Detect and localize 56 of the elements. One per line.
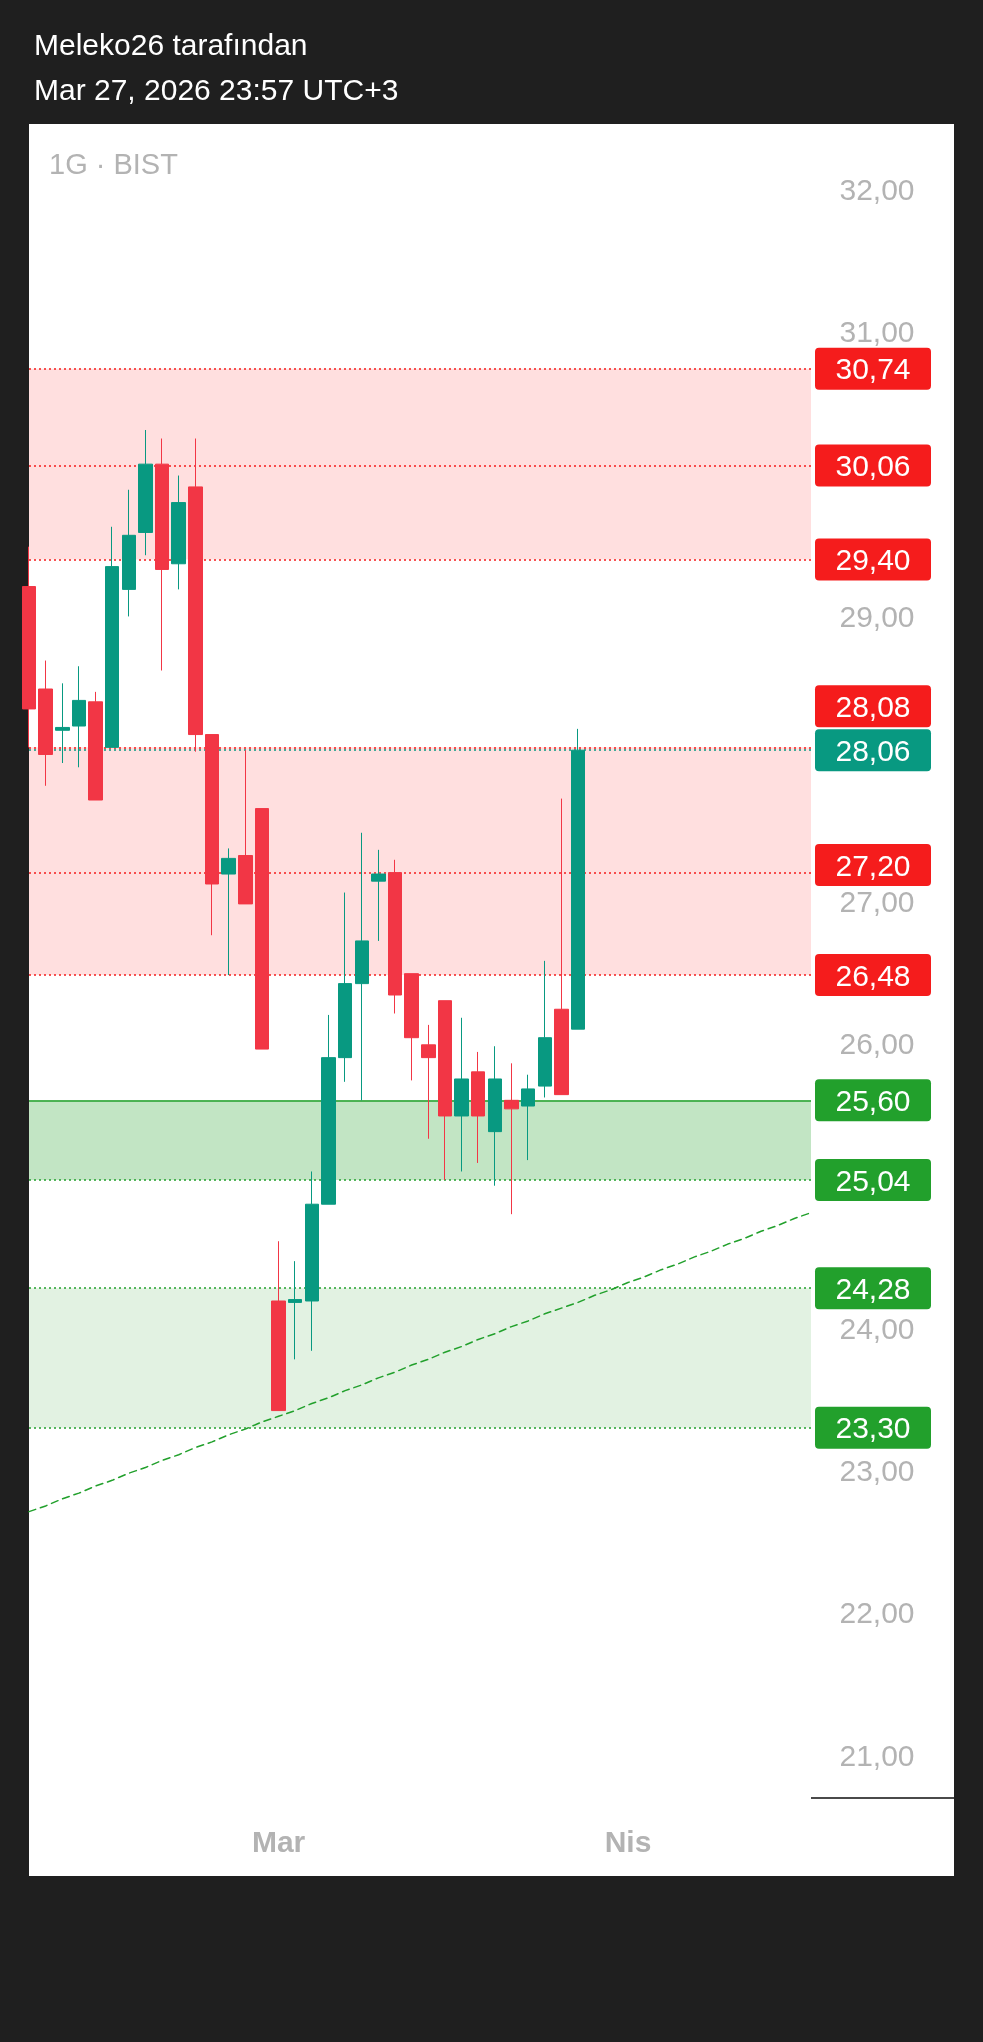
x-tick-label: Nis <box>604 1824 652 1858</box>
y-tick-label: 21,00 <box>839 1738 915 1772</box>
y-tick-label: 22,00 <box>839 1596 915 1630</box>
annotation: 1G · BIST <box>49 148 179 180</box>
y-tick-label: 26,00 <box>839 1026 915 1060</box>
candlestick <box>371 849 386 942</box>
candlestick <box>221 847 236 976</box>
candlestick <box>338 892 352 1083</box>
candlestick <box>454 1017 469 1172</box>
candlestick <box>22 546 36 748</box>
candlestick <box>355 832 369 1101</box>
candlestick <box>421 1024 436 1140</box>
candlestick <box>138 429 153 556</box>
candlestick <box>205 734 219 936</box>
candlestick <box>521 1074 535 1161</box>
line-series <box>28 1212 812 1513</box>
candlestick <box>305 1170 319 1352</box>
candlestick <box>404 973 419 1081</box>
candlestick <box>438 1000 452 1181</box>
ref-line-label: 30,74 <box>835 352 911 386</box>
ref-line-label: 30,06 <box>835 449 911 483</box>
candlestick <box>171 475 186 590</box>
candlestick <box>488 1045 502 1187</box>
y-tick-label: 29,00 <box>839 599 915 633</box>
candlestick <box>554 798 569 1096</box>
ref-line-label: 25,04 <box>835 1163 911 1197</box>
candlestick <box>122 489 136 617</box>
candlestick <box>38 660 53 787</box>
y-tick-label: 32,00 <box>839 172 915 206</box>
candlestick <box>471 1051 485 1164</box>
candlestick <box>288 1260 302 1360</box>
y-tick-label: 27,00 <box>839 884 915 918</box>
ref-line-label: 26,48 <box>835 958 911 992</box>
y-tick-label: 23,00 <box>839 1453 915 1487</box>
candlestick <box>321 1014 336 1205</box>
candlestick <box>538 960 552 1098</box>
ref-line-label: 29,40 <box>835 543 911 576</box>
candlestick <box>504 1062 519 1215</box>
ref-line-label: 23,30 <box>835 1411 911 1445</box>
x-tick-label: Mar <box>251 1824 306 1858</box>
candlestick <box>388 859 402 1015</box>
candlestick <box>255 808 269 1050</box>
ref-line-label: 25,60 <box>835 1083 911 1117</box>
ref-line-label: 28,08 <box>835 689 911 723</box>
chart-subtitle: Mar 27, 2026 23:57 UTC+3 <box>34 72 399 106</box>
candlestick <box>238 749 253 905</box>
ref-line-label: 24,28 <box>835 1271 911 1305</box>
chart-title: Meleko26 tarafından <box>34 27 308 61</box>
y-tick-label: 24,00 <box>839 1311 915 1345</box>
candlestick <box>271 1240 286 1412</box>
candlestick <box>155 438 169 672</box>
ref-line-label: 28,06 <box>835 733 911 767</box>
candlestick <box>88 691 103 801</box>
ref-line-label: 27,20 <box>835 848 911 882</box>
candlestick <box>188 438 203 753</box>
y-tick-label: 31,00 <box>839 315 915 349</box>
